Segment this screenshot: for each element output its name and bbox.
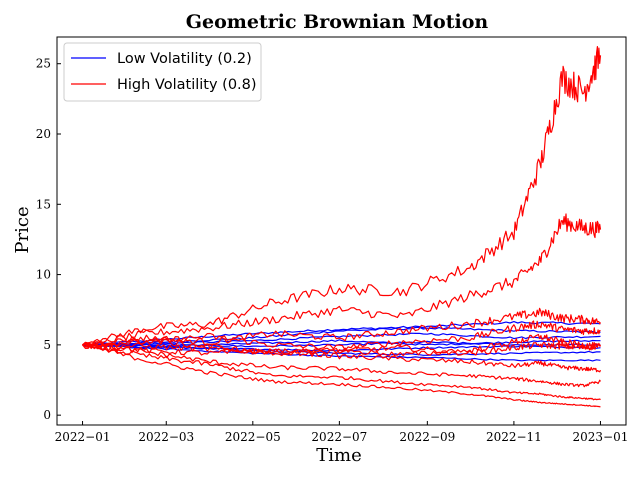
high-volatility-path-11	[82, 307, 602, 348]
y-axis-ticks: 0 5 10 15 20 25	[36, 57, 61, 422]
series-layer	[82, 45, 602, 408]
legend-label-low-volatility: Low Volatility (0.2)	[117, 51, 252, 67]
y-tick-label: 15	[36, 197, 51, 211]
x-tick-label: 2022−11	[486, 430, 542, 444]
x-tick-label: 2022−09	[399, 430, 455, 444]
low-volatility-path-3	[82, 332, 601, 346]
high-volatility-path-10	[82, 213, 602, 347]
x-axis-ticks: 2022−01 2022−03 2022−05 2022−07 2022−09 2022−…	[55, 421, 629, 444]
legend-label-high-volatility: High Volatility (0.8)	[117, 77, 257, 93]
high-volatility-path-12	[82, 320, 601, 351]
x-tick-label: 2022−01	[55, 430, 111, 444]
high-volatility-path-17	[82, 343, 601, 408]
x-tick-label: 2022−05	[225, 430, 281, 444]
x-tick-label: 2023−01	[573, 430, 629, 444]
high-volatility-path-18	[82, 333, 601, 357]
high-volatility-path-16	[82, 343, 601, 401]
high-volatility-path-13	[82, 341, 602, 356]
x-axis-label: Time	[316, 445, 361, 466]
x-tick-label: 2022−07	[311, 430, 367, 444]
plot-area-border	[56, 36, 627, 426]
high-volatility-path-14	[82, 342, 602, 373]
y-tick-label: 20	[36, 127, 51, 141]
y-axis-label: Price	[12, 206, 33, 253]
high-volatility-path-15	[82, 343, 601, 388]
legend: Low Volatility (0.2) High Volatility (0.…	[63, 42, 262, 102]
y-tick-label: 25	[36, 57, 51, 71]
y-tick-label: 0	[43, 408, 51, 422]
x-tick-label: 2022−03	[138, 430, 194, 444]
legend-box	[63, 42, 262, 102]
high-volatility-path-9	[82, 45, 602, 347]
y-tick-label: 10	[36, 268, 51, 282]
y-tick-label: 5	[43, 338, 51, 352]
low-volatility-path-2	[82, 326, 601, 346]
chart-title: Geometric Brownian Motion	[186, 11, 489, 33]
plot-frame	[56, 36, 627, 426]
